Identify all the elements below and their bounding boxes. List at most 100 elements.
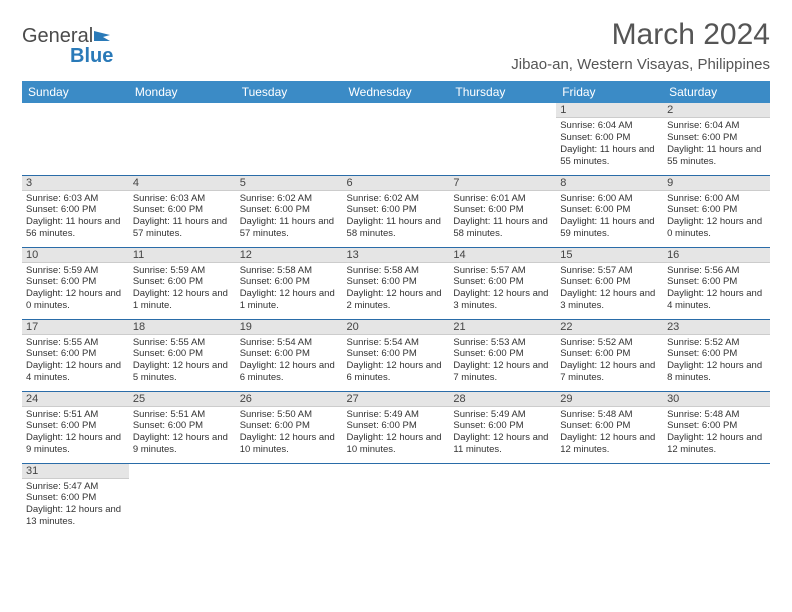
sunrise-text: Sunrise: 5:47 AM xyxy=(26,481,125,493)
sunrise-text: Sunrise: 5:59 AM xyxy=(26,265,125,277)
sunset-text: Sunset: 6:00 PM xyxy=(560,276,659,288)
weekday-header-row: SundayMondayTuesdayWednesdayThursdayFrid… xyxy=(22,81,770,103)
calendar-cell: 21Sunrise: 5:53 AMSunset: 6:00 PMDayligh… xyxy=(449,319,556,391)
sunset-text: Sunset: 6:00 PM xyxy=(560,420,659,432)
daylight-text: Daylight: 12 hours and 6 minutes. xyxy=(347,360,446,384)
calendar-cell: 15Sunrise: 5:57 AMSunset: 6:00 PMDayligh… xyxy=(556,247,663,319)
sunrise-text: Sunrise: 5:59 AM xyxy=(133,265,232,277)
calendar-cell xyxy=(129,103,236,175)
daylight-text: Daylight: 11 hours and 59 minutes. xyxy=(560,216,659,240)
calendar-cell: 19Sunrise: 5:54 AMSunset: 6:00 PMDayligh… xyxy=(236,319,343,391)
day-number: 26 xyxy=(236,392,343,407)
sunrise-text: Sunrise: 6:02 AM xyxy=(240,193,339,205)
calendar-cell: 27Sunrise: 5:49 AMSunset: 6:00 PMDayligh… xyxy=(343,391,450,463)
sunset-text: Sunset: 6:00 PM xyxy=(667,420,766,432)
day-details: Sunrise: 6:04 AMSunset: 6:00 PMDaylight:… xyxy=(556,118,663,172)
weekday-header: Saturday xyxy=(663,81,770,103)
sunset-text: Sunset: 6:00 PM xyxy=(667,204,766,216)
sunset-text: Sunset: 6:00 PM xyxy=(26,204,125,216)
day-details: Sunrise: 5:59 AMSunset: 6:00 PMDaylight:… xyxy=(22,263,129,317)
sunrise-text: Sunrise: 5:52 AM xyxy=(667,337,766,349)
day-details: Sunrise: 6:03 AMSunset: 6:00 PMDaylight:… xyxy=(129,191,236,245)
day-details: Sunrise: 5:48 AMSunset: 6:00 PMDaylight:… xyxy=(556,407,663,461)
daylight-text: Daylight: 12 hours and 11 minutes. xyxy=(453,432,552,456)
daylight-text: Daylight: 11 hours and 57 minutes. xyxy=(133,216,232,240)
daylight-text: Daylight: 12 hours and 9 minutes. xyxy=(133,432,232,456)
day-number: 6 xyxy=(343,176,450,191)
calendar-week-row: 24Sunrise: 5:51 AMSunset: 6:00 PMDayligh… xyxy=(22,391,770,463)
day-details: Sunrise: 5:56 AMSunset: 6:00 PMDaylight:… xyxy=(663,263,770,317)
day-number: 2 xyxy=(663,103,770,118)
weekday-header: Wednesday xyxy=(343,81,450,103)
daylight-text: Daylight: 12 hours and 7 minutes. xyxy=(453,360,552,384)
day-details: Sunrise: 5:51 AMSunset: 6:00 PMDaylight:… xyxy=(129,407,236,461)
sunrise-text: Sunrise: 5:48 AM xyxy=(560,409,659,421)
calendar-cell: 5Sunrise: 6:02 AMSunset: 6:00 PMDaylight… xyxy=(236,175,343,247)
sunrise-text: Sunrise: 5:49 AM xyxy=(453,409,552,421)
day-details: Sunrise: 5:53 AMSunset: 6:00 PMDaylight:… xyxy=(449,335,556,389)
day-details: Sunrise: 6:00 AMSunset: 6:00 PMDaylight:… xyxy=(556,191,663,245)
sunset-text: Sunset: 6:00 PM xyxy=(560,132,659,144)
location-text: Jibao-an, Western Visayas, Philippines xyxy=(511,56,770,73)
sunset-text: Sunset: 6:00 PM xyxy=(133,348,232,360)
day-details: Sunrise: 5:57 AMSunset: 6:00 PMDaylight:… xyxy=(556,263,663,317)
day-details: Sunrise: 5:47 AMSunset: 6:00 PMDaylight:… xyxy=(22,479,129,533)
title-block: March 2024 Jibao-an, Western Visayas, Ph… xyxy=(511,18,770,73)
weekday-header: Sunday xyxy=(22,81,129,103)
daylight-text: Daylight: 12 hours and 12 minutes. xyxy=(560,432,659,456)
sunrise-text: Sunrise: 6:00 AM xyxy=(560,193,659,205)
day-details: Sunrise: 5:51 AMSunset: 6:00 PMDaylight:… xyxy=(22,407,129,461)
sunset-text: Sunset: 6:00 PM xyxy=(347,348,446,360)
day-details: Sunrise: 5:52 AMSunset: 6:00 PMDaylight:… xyxy=(663,335,770,389)
day-details: Sunrise: 5:54 AMSunset: 6:00 PMDaylight:… xyxy=(343,335,450,389)
sunrise-text: Sunrise: 5:54 AM xyxy=(347,337,446,349)
page-title: March 2024 xyxy=(511,18,770,52)
day-number: 4 xyxy=(129,176,236,191)
day-number: 10 xyxy=(22,248,129,263)
day-number: 9 xyxy=(663,176,770,191)
sunrise-text: Sunrise: 5:49 AM xyxy=(347,409,446,421)
daylight-text: Daylight: 12 hours and 3 minutes. xyxy=(560,288,659,312)
daylight-text: Daylight: 11 hours and 58 minutes. xyxy=(453,216,552,240)
daylight-text: Daylight: 12 hours and 8 minutes. xyxy=(667,360,766,384)
day-number: 3 xyxy=(22,176,129,191)
day-details: Sunrise: 5:50 AMSunset: 6:00 PMDaylight:… xyxy=(236,407,343,461)
daylight-text: Daylight: 12 hours and 4 minutes. xyxy=(26,360,125,384)
calendar-week-row: 3Sunrise: 6:03 AMSunset: 6:00 PMDaylight… xyxy=(22,175,770,247)
calendar-cell: 16Sunrise: 5:56 AMSunset: 6:00 PMDayligh… xyxy=(663,247,770,319)
sunset-text: Sunset: 6:00 PM xyxy=(453,276,552,288)
weekday-header: Thursday xyxy=(449,81,556,103)
logo: GeneralBlue xyxy=(22,18,114,66)
day-details: Sunrise: 5:49 AMSunset: 6:00 PMDaylight:… xyxy=(449,407,556,461)
day-details: Sunrise: 5:59 AMSunset: 6:00 PMDaylight:… xyxy=(129,263,236,317)
daylight-text: Daylight: 12 hours and 1 minute. xyxy=(240,288,339,312)
daylight-text: Daylight: 12 hours and 13 minutes. xyxy=(26,504,125,528)
sunset-text: Sunset: 6:00 PM xyxy=(347,276,446,288)
daylight-text: Daylight: 11 hours and 57 minutes. xyxy=(240,216,339,240)
calendar-cell xyxy=(236,463,343,535)
calendar-cell: 18Sunrise: 5:55 AMSunset: 6:00 PMDayligh… xyxy=(129,319,236,391)
sunset-text: Sunset: 6:00 PM xyxy=(453,348,552,360)
calendar-cell: 3Sunrise: 6:03 AMSunset: 6:00 PMDaylight… xyxy=(22,175,129,247)
day-number: 18 xyxy=(129,320,236,335)
calendar-cell: 20Sunrise: 5:54 AMSunset: 6:00 PMDayligh… xyxy=(343,319,450,391)
daylight-text: Daylight: 12 hours and 12 minutes. xyxy=(667,432,766,456)
calendar-cell xyxy=(236,103,343,175)
calendar-cell: 1Sunrise: 6:04 AMSunset: 6:00 PMDaylight… xyxy=(556,103,663,175)
calendar-cell: 6Sunrise: 6:02 AMSunset: 6:00 PMDaylight… xyxy=(343,175,450,247)
sunrise-text: Sunrise: 5:52 AM xyxy=(560,337,659,349)
daylight-text: Daylight: 12 hours and 1 minute. xyxy=(133,288,232,312)
day-number: 27 xyxy=(343,392,450,407)
sunrise-text: Sunrise: 5:51 AM xyxy=(133,409,232,421)
calendar-cell: 11Sunrise: 5:59 AMSunset: 6:00 PMDayligh… xyxy=(129,247,236,319)
day-details: Sunrise: 5:49 AMSunset: 6:00 PMDaylight:… xyxy=(343,407,450,461)
sunset-text: Sunset: 6:00 PM xyxy=(240,276,339,288)
daylight-text: Daylight: 11 hours and 56 minutes. xyxy=(26,216,125,240)
calendar-cell xyxy=(129,463,236,535)
sunset-text: Sunset: 6:00 PM xyxy=(133,420,232,432)
calendar-cell: 23Sunrise: 5:52 AMSunset: 6:00 PMDayligh… xyxy=(663,319,770,391)
calendar-cell xyxy=(343,463,450,535)
calendar-cell: 12Sunrise: 5:58 AMSunset: 6:00 PMDayligh… xyxy=(236,247,343,319)
daylight-text: Daylight: 12 hours and 3 minutes. xyxy=(453,288,552,312)
calendar-cell: 29Sunrise: 5:48 AMSunset: 6:00 PMDayligh… xyxy=(556,391,663,463)
